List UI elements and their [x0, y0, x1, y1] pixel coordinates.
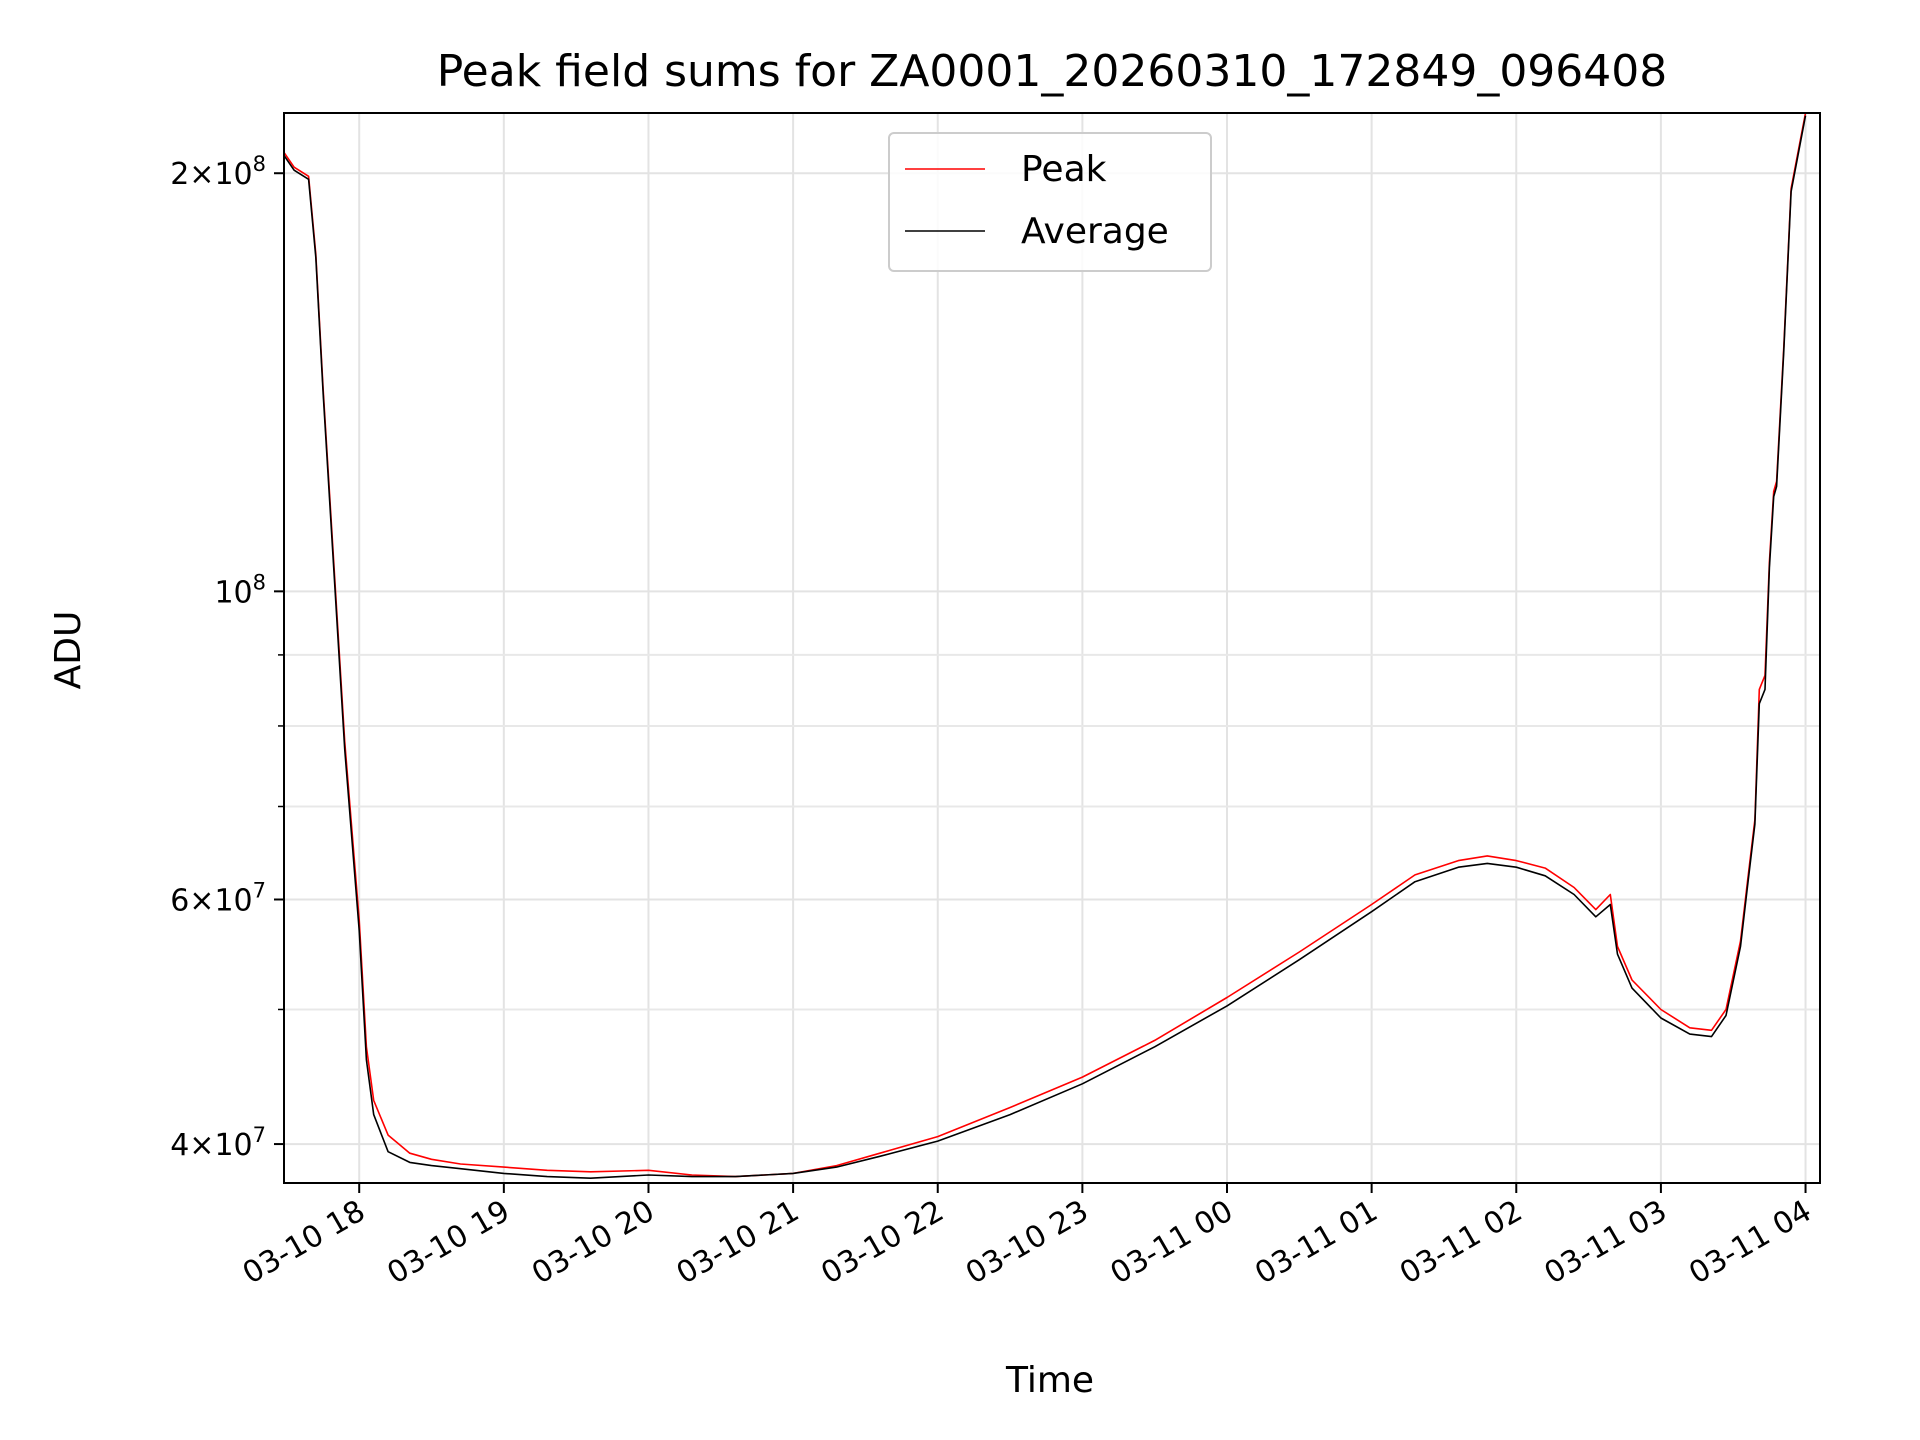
- legend: Peak Average: [888, 132, 1212, 272]
- axes-frame: [283, 112, 1821, 1184]
- legend-box: [888, 132, 1212, 272]
- y-axis-label: ADU: [48, 611, 89, 690]
- series-line-average: [284, 115, 1807, 1179]
- chart-title: Peak field sums for ZA0001_20260310_1728…: [437, 46, 1668, 97]
- legend-peak-label: Peak: [1021, 149, 1107, 190]
- y-tick-label: 4×107: [170, 1123, 266, 1163]
- legend-average-label: Average: [1021, 211, 1169, 252]
- y-tick-label: 6×107: [170, 878, 266, 918]
- plot-area: [284, 113, 1807, 1179]
- y-axis: 4×107 6×107 108 2×108: [170, 152, 284, 1163]
- y-tick-label: 2×108: [170, 152, 266, 192]
- x-axis-label: Time: [1005, 1360, 1094, 1401]
- y-tick-label: 108: [214, 570, 266, 610]
